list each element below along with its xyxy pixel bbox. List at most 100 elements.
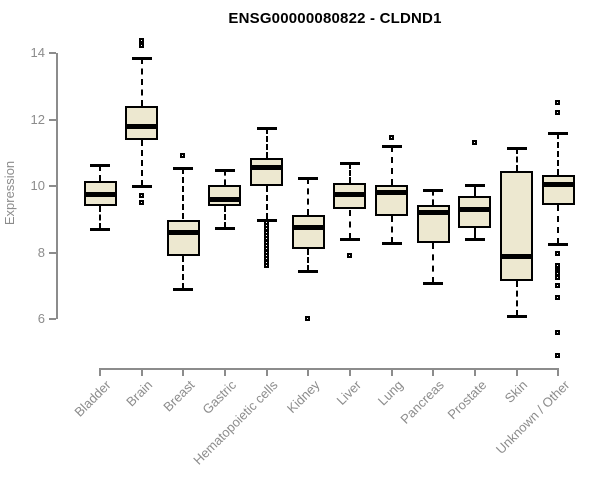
x-category-label: Kidney: [283, 377, 323, 417]
whisker-cap-lower-breast: [173, 288, 194, 292]
outlier-point-unknown-other: [555, 283, 561, 289]
whisker-lower-lung: [390, 216, 393, 243]
x-category-label: Bladder: [71, 377, 114, 420]
whisker-upper-skin: [515, 147, 518, 172]
whisker-upper-brain: [140, 57, 143, 107]
median-kidney: [291, 225, 325, 231]
median-breast: [166, 230, 200, 236]
x-category-label: Skin: [502, 377, 531, 406]
whisker-lower-brain: [140, 139, 143, 187]
y-tick-label: 8: [37, 244, 45, 260]
whisker-upper-gastric: [223, 169, 226, 185]
whisker-lower-skin: [515, 281, 518, 317]
whisker-cap-lower-unknown-other: [548, 243, 569, 247]
whisker-cap-upper-kidney: [298, 176, 319, 180]
x-tick-mark: [99, 370, 101, 376]
x-axis-line: [99, 368, 560, 370]
whisker-lower-gastric: [223, 206, 226, 228]
x-tick-mark: [307, 370, 310, 376]
whisker-lower-liver: [348, 209, 351, 240]
outlier-point-brain: [138, 43, 144, 49]
whisker-cap-upper-unknown-other: [548, 131, 569, 135]
median-brain: [125, 123, 159, 129]
box-skin: [500, 171, 534, 282]
x-category-label: Breast: [160, 377, 198, 415]
whisker-upper-pancreas: [432, 189, 435, 205]
y-tick-label: 14: [30, 45, 45, 60]
whisker-cap-upper-hematopoietic-cells: [256, 126, 277, 130]
whisker-upper-liver: [348, 162, 351, 183]
whisker-upper-unknown-other: [557, 132, 560, 175]
median-unknown-other: [541, 182, 575, 188]
y-tick-label: 6: [37, 311, 45, 327]
whisker-cap-upper-pancreas: [423, 188, 444, 192]
whisker-cap-lower-gastric: [214, 226, 235, 230]
whisker-cap-upper-skin: [506, 146, 527, 150]
whisker-cap-upper-breast: [173, 166, 194, 170]
whisker-cap-lower-pancreas: [423, 281, 444, 285]
whisker-lower-unknown-other: [557, 204, 560, 245]
outlier-point-brain: [138, 193, 144, 199]
outlier-point-liver: [346, 253, 352, 259]
outlier-point-hematopoietic-cells: [263, 263, 269, 269]
x-tick-mark: [557, 370, 560, 376]
x-tick-mark: [515, 370, 518, 376]
box-hematopoietic-cells: [250, 157, 284, 187]
whisker-upper-breast: [182, 167, 185, 220]
whisker-cap-upper-gastric: [214, 168, 235, 172]
x-tick-mark: [390, 370, 393, 376]
whisker-cap-lower-kidney: [298, 270, 319, 274]
box-prostate: [458, 196, 492, 228]
median-skin: [500, 253, 534, 259]
outlier-point-unknown-other: [555, 274, 561, 280]
x-tick-mark: [140, 370, 143, 376]
outlier-point-brain: [138, 38, 144, 44]
whisker-lower-prostate: [473, 227, 476, 240]
outlier-point-unknown-other: [555, 294, 561, 300]
x-category-label: Brain: [123, 377, 156, 410]
whisker-cap-lower-liver: [339, 238, 360, 242]
median-gastric: [208, 197, 242, 203]
whisker-cap-lower-prostate: [464, 238, 485, 242]
chart-title: ENSG00000080822 - CLDND1: [228, 10, 442, 27]
whisker-cap-upper-liver: [339, 161, 360, 165]
whisker-lower-hematopoietic-cells: [265, 186, 268, 220]
median-liver: [333, 192, 367, 198]
median-prostate: [458, 207, 492, 212]
whisker-cap-lower-brain: [131, 185, 152, 189]
box-lung: [375, 184, 409, 217]
y-tick-mark: [49, 251, 56, 254]
y-tick-mark: [49, 185, 56, 188]
whisker-upper-bladder: [99, 164, 101, 182]
x-category-label: Hematopoietic cells: [190, 377, 281, 468]
median-pancreas: [416, 210, 450, 216]
x-tick-mark: [223, 370, 226, 376]
whisker-upper-kidney: [307, 177, 310, 215]
whisker-cap-upper-lung: [381, 145, 402, 149]
whisker-upper-hematopoietic-cells: [265, 127, 268, 158]
outlier-point-lung: [388, 134, 394, 140]
whisker-cap-lower-lung: [381, 241, 402, 245]
median-bladder: [83, 192, 117, 198]
whisker-cap-upper-brain: [131, 56, 152, 60]
median-lung: [375, 190, 409, 196]
outlier-point-brain: [138, 199, 144, 205]
x-category-label: Prostate: [444, 377, 489, 423]
x-category-label: Gastric: [199, 377, 239, 418]
y-tick-mark: [49, 318, 56, 321]
y-tick-label: 10: [30, 178, 45, 194]
y-tick-mark: [49, 52, 56, 54]
whisker-lower-kidney: [307, 249, 310, 272]
whisker-cap-upper-bladder: [90, 163, 110, 167]
whisker-lower-breast: [182, 256, 185, 290]
x-tick-mark: [473, 370, 476, 376]
box-breast: [166, 219, 200, 257]
whisker-upper-prostate: [473, 184, 476, 197]
whisker-upper-lung: [390, 146, 393, 185]
whisker-cap-lower-skin: [506, 315, 527, 319]
outlier-point-unknown-other: [555, 329, 561, 335]
outlier-point-unknown-other: [555, 109, 561, 115]
outlier-point-unknown-other: [555, 251, 561, 257]
